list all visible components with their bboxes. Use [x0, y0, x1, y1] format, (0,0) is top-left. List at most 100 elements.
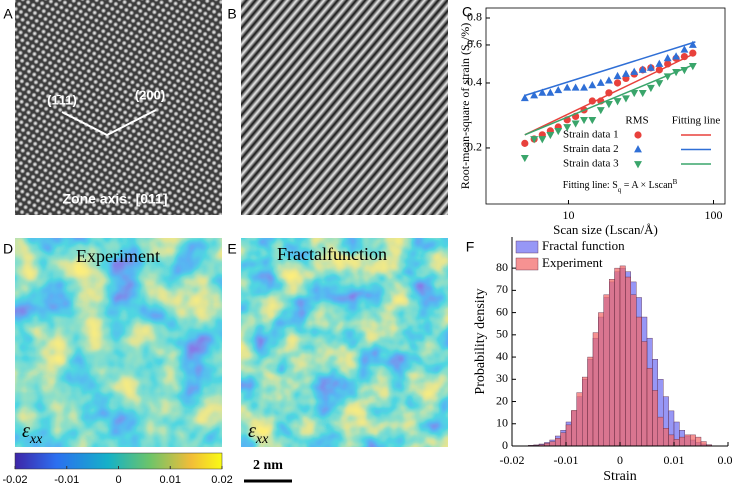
data-point — [655, 66, 663, 74]
hist-bar — [657, 416, 664, 447]
y-tick-label: 20 — [496, 393, 508, 407]
data-point — [613, 79, 622, 87]
legend-label: Strain data 2 — [563, 143, 619, 155]
legend-swatch — [515, 240, 539, 254]
colorbar-tick-label: -0.02 — [2, 474, 27, 486]
data-point — [554, 127, 563, 136]
data-point — [613, 98, 622, 106]
hist-bar — [571, 410, 578, 447]
hist-bar — [641, 341, 648, 447]
y-axis-label-part: q — [465, 39, 474, 44]
hist-bar — [652, 390, 659, 447]
data-point — [638, 65, 647, 73]
y-axis-label: Probability density — [473, 288, 488, 394]
hist-bar — [690, 434, 696, 447]
hist-bar — [625, 276, 632, 447]
data-point — [630, 89, 639, 98]
x-tick-label: 10 — [562, 208, 574, 222]
panel-label: C — [462, 4, 472, 20]
hist-bar — [679, 436, 686, 447]
legend-header: RMS — [625, 115, 648, 127]
panel-label: E — [227, 241, 236, 257]
hist-bar — [663, 428, 669, 447]
data-point — [571, 83, 580, 91]
x-tick-label: 0.01 — [664, 453, 685, 467]
hist-bar — [630, 294, 637, 447]
zone-axis-label: Zone axis: [011] — [62, 191, 167, 207]
y-tick-label: 40 — [496, 349, 508, 363]
colorbar-tick-label: 0 — [115, 474, 121, 486]
fit-equation-part: = A × Lscan — [621, 180, 672, 191]
y-axis-label: Root-mean-square of strain (Sq/%) — [458, 23, 475, 189]
legend-swatch — [515, 257, 539, 271]
x-tick-label: 0 — [617, 453, 623, 467]
data-point — [655, 59, 664, 67]
hist-bar — [619, 265, 626, 447]
data-point — [646, 84, 655, 93]
x-axis-label: Scan size (Lscan/Å) — [553, 222, 658, 237]
strain-symbol-part: ε — [248, 420, 256, 442]
panel-label: F — [466, 239, 475, 255]
data-point — [604, 101, 613, 109]
fit-equation-part: B — [673, 178, 678, 186]
hist-bar — [592, 332, 599, 447]
strain-symbol: εxx — [248, 420, 269, 447]
map-title: Experiment — [76, 246, 160, 266]
map-title: Fractalfunction — [277, 244, 387, 264]
y-tick-label: 50 — [496, 327, 508, 341]
data-point — [520, 154, 529, 163]
y-axis-label-part: Root-mean-square of strain (S — [458, 44, 472, 189]
data-point — [672, 69, 681, 77]
data-point — [588, 116, 597, 125]
x-tick-label: 0.02 — [718, 453, 732, 467]
hist-bar — [614, 267, 621, 447]
hist-bar — [673, 439, 680, 447]
y-tick-label: 70 — [496, 282, 508, 296]
strain-symbol-part: xx — [29, 432, 43, 447]
x-axis-label: Strain — [603, 469, 636, 484]
data-point — [646, 63, 655, 71]
data-point — [563, 124, 572, 132]
hist-bar — [576, 392, 583, 447]
plane-label: (200) — [135, 87, 165, 102]
hist-bar — [560, 432, 567, 447]
plane-label: (1̄11) — [47, 92, 77, 107]
hist-bar — [609, 279, 615, 447]
panel-label: D — [3, 241, 13, 257]
hist-bar — [646, 367, 653, 447]
legend-label: Fractal function — [542, 238, 625, 253]
data-point — [521, 139, 529, 147]
plot-frame — [485, 7, 726, 205]
x-tick-label: -0.01 — [554, 453, 579, 467]
y-tick-label: 80 — [496, 260, 508, 274]
data-point — [571, 120, 580, 128]
data-point — [604, 76, 613, 84]
data-point — [680, 45, 689, 53]
data-point — [663, 73, 672, 81]
y-tick-label: 0.4 — [467, 75, 482, 89]
legend-label: Experiment — [542, 255, 603, 270]
colorbar-tick-label: 0.02 — [211, 474, 232, 486]
data-point — [664, 60, 672, 68]
legend-marker — [634, 145, 642, 153]
data-point — [688, 40, 697, 48]
data-point — [563, 83, 572, 91]
hist-bar — [598, 312, 605, 447]
data-point — [655, 80, 664, 88]
hist-bar — [668, 434, 675, 447]
data-point — [530, 91, 539, 99]
strain-symbol-part: xx — [255, 432, 269, 447]
strain-map-fractal — [241, 238, 448, 447]
strain-symbol-part: ε — [22, 420, 30, 442]
data-point — [613, 71, 622, 80]
x-tick-label: 100 — [705, 208, 723, 222]
y-tick-label: 0 — [502, 438, 508, 452]
x-tick-label: -0.02 — [500, 453, 525, 467]
legend-label: Strain data 3 — [563, 158, 619, 170]
legend-label: Strain data 1 — [563, 129, 619, 141]
colorbar-tick-label: -0.01 — [54, 474, 79, 486]
data-point — [530, 136, 539, 144]
hist-bar — [636, 316, 642, 447]
